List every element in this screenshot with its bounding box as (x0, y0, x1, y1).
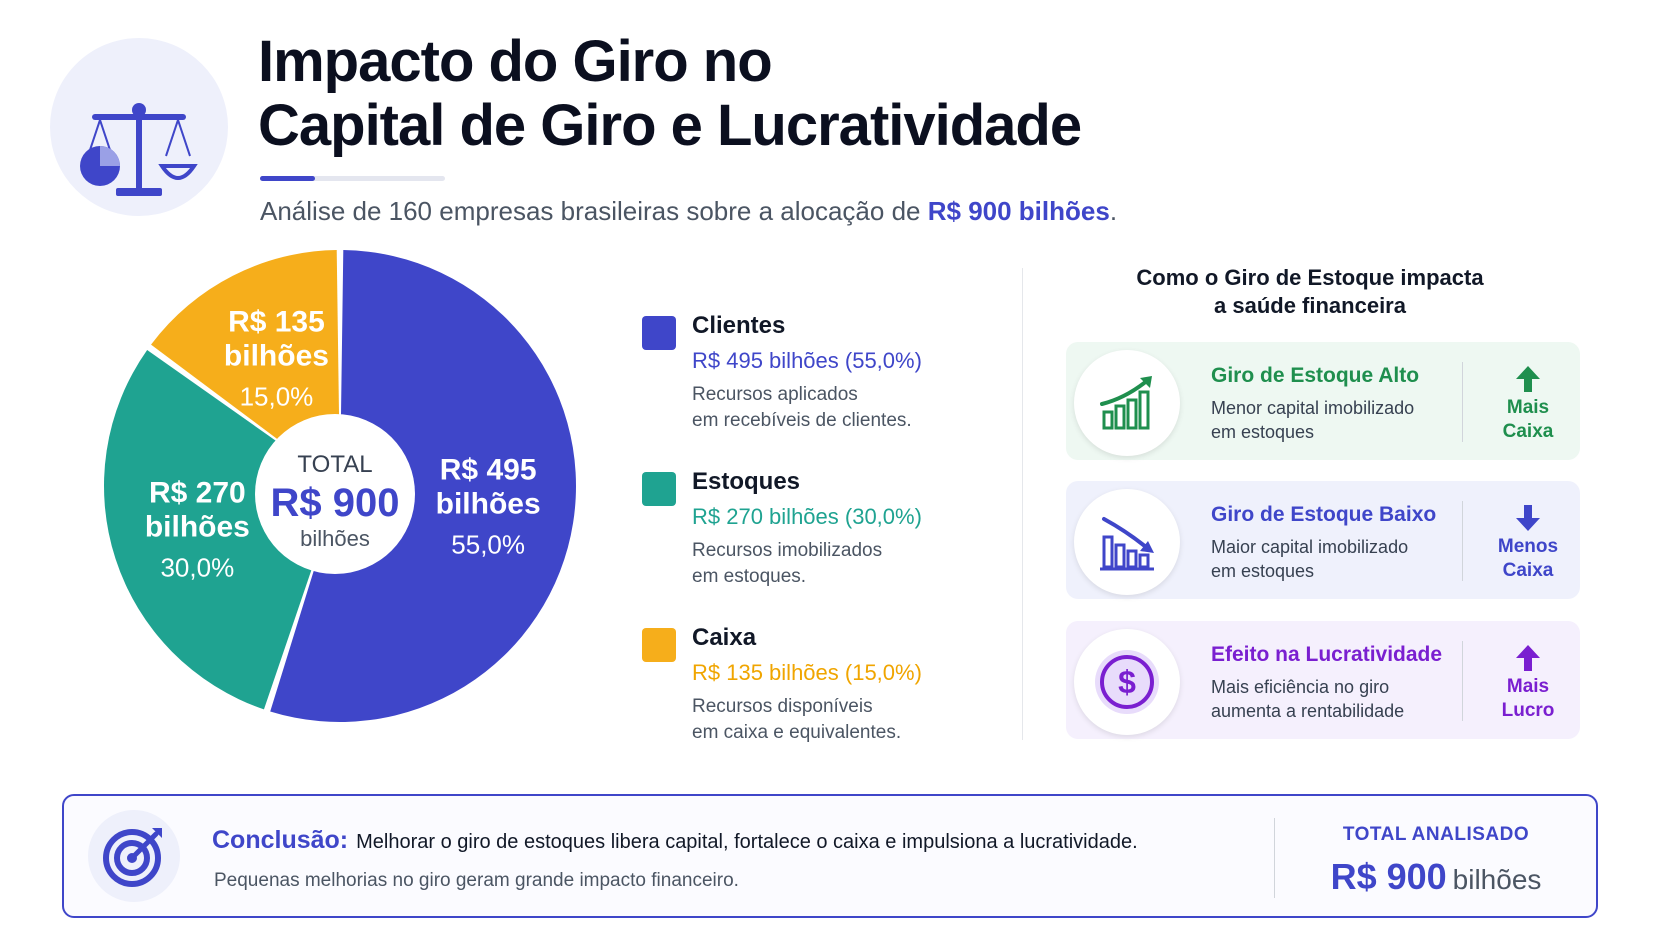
pie-center-hole (255, 414, 415, 574)
legend-label-clientes: Clientes (692, 312, 786, 339)
title-line-2: Capital de Giro e Lucratividade (258, 93, 1082, 158)
slice-label-caixa-pct: 15,0% (240, 381, 314, 411)
conclusion-divider (1274, 818, 1275, 898)
conclusion-box: Conclusão: Melhorar o giro de estoques li… (62, 794, 1598, 918)
title-line-1: Impacto do Giro no (258, 29, 773, 94)
balance-scale-icon (80, 103, 198, 196)
conclusion-text: Conclusão: Melhorar o giro de estoques li… (212, 826, 1138, 855)
legend-label-caixa: Caixa (692, 624, 757, 651)
slice-label-caixa-value: R$ 135 (228, 305, 325, 338)
slice-label-clientes-unit: bilhões (436, 487, 541, 520)
slice-label-caixa-unit: bilhões (224, 339, 329, 372)
impact-card-desc: Maior capital imobilizado em estoques (1211, 537, 1409, 581)
slice-label-estoques-pct: 30,0% (160, 552, 234, 582)
legend-desc-caixa: Recursos disponíveis em caixa e equivalen… (692, 696, 902, 743)
legend-item-estoques: Estoques R$ 270 bilhões (30,0%) Recursos i… (642, 468, 972, 598)
impact-card-desc: Mais eficiência no giro aumenta a rentabi… (1211, 677, 1405, 721)
dollar-coin-icon: $ (1074, 629, 1180, 735)
total-unit: bilhões (1452, 864, 1542, 895)
conclusion-label: Conclusão: (212, 826, 349, 854)
impact-card-divider (1462, 501, 1463, 581)
legend-label-estoques: Estoques (692, 468, 801, 495)
center-total-value: R$ 900 (271, 481, 400, 525)
legend-item-clientes: Clientes R$ 495 bilhões (55,0%) Recursos a… (642, 312, 972, 442)
impact-card-title: Giro de Estoque Alto (1211, 364, 1420, 387)
impact-card-desc: Menor capital imobilizado em estoques (1211, 398, 1415, 442)
falling-bar-chart-icon (1074, 489, 1180, 595)
page-subtitle: Análise de 160 empresas brasileiras sobr… (260, 196, 1117, 227)
impact-card-title: Efeito na Lucratividade (1211, 643, 1443, 666)
legend-swatch-clientes (642, 316, 676, 350)
impact-card-2: Giro de Estoque Baixo Maior capital imobi… (1066, 481, 1580, 599)
impact-title-line-1: Como o Giro de Estoque impacta (1136, 265, 1484, 290)
slice-label-clientes-value: R$ 495 (440, 453, 537, 486)
legend-swatch-caixa (642, 628, 676, 662)
slice-label-estoques-value: R$ 270 (149, 476, 246, 509)
title-underline (260, 176, 445, 181)
pie-slice-clientes (270, 250, 577, 722)
legend-value-estoques: R$ 270 bilhões (30,0%) (692, 504, 922, 529)
subtitle-text: Análise de 160 empresas brasileiras sobr… (260, 196, 928, 226)
impact-card-result: Mais Lucro (1501, 676, 1555, 721)
logo-badge (50, 38, 228, 216)
impact-title: Como o Giro de Estoque impacta a saúde f… (1060, 264, 1560, 320)
target-icon (88, 810, 180, 902)
center-total-unit: bilhões (300, 526, 370, 551)
conclusion-subtext: Pequenas melhorias no giro geram grande … (214, 870, 739, 891)
legend-value-clientes: R$ 495 bilhões (55,0%) (692, 348, 922, 373)
arrow-down-icon (1476, 503, 1580, 538)
impact-card-title: Giro de Estoque Baixo (1211, 503, 1437, 526)
legend-swatch-estoques (642, 472, 676, 506)
subtitle-suffix: . (1109, 196, 1118, 226)
pie-slice-estoques (104, 349, 340, 710)
arrow-up-icon (1476, 364, 1580, 399)
impact-title-line-2: a saúde financeira (1214, 293, 1406, 318)
impact-card-3: $ Efeito na Lucratividade Mais eficiência … (1066, 621, 1580, 739)
impact-card-1: Giro de Estoque Alto Menor capital imobil… (1066, 342, 1580, 460)
slice-label-estoques-unit: bilhões (145, 510, 250, 543)
svg-text:$: $ (1118, 664, 1136, 700)
total-label: TOTAL ANALISADO (1342, 824, 1530, 845)
total-value: R$ 900 bilhões (1296, 856, 1576, 898)
rising-bar-chart-icon (1074, 350, 1180, 456)
arrow-up-icon (1476, 643, 1580, 678)
legend-desc-estoques: Recursos imobilizados em estoques. (692, 540, 883, 587)
conclusion-message: Melhorar o giro de estoques libera capit… (356, 831, 1138, 853)
impact-card-result: Mais Caixa (1502, 397, 1554, 442)
legend-desc-clientes: Recursos aplicados em recebíveis de clien… (692, 384, 912, 431)
section-divider (1022, 268, 1023, 740)
center-total-label: TOTAL (297, 451, 372, 478)
legend-value-caixa: R$ 135 bilhões (15,0%) (692, 660, 922, 685)
subtitle-highlight: R$ 900 bilhões (927, 196, 1110, 226)
total-number: R$ 900 (1330, 856, 1447, 897)
impact-card-result: Menos Caixa (1497, 536, 1559, 581)
slice-label-clientes-pct: 55,0% (451, 529, 525, 559)
impact-card-divider (1462, 641, 1463, 721)
impact-card-divider (1462, 362, 1463, 442)
legend-item-caixa: Caixa R$ 135 bilhões (15,0%) Recursos disp… (642, 624, 972, 754)
page-title: Impacto do Giro no Capital de Giro e Luc… (258, 29, 1082, 158)
